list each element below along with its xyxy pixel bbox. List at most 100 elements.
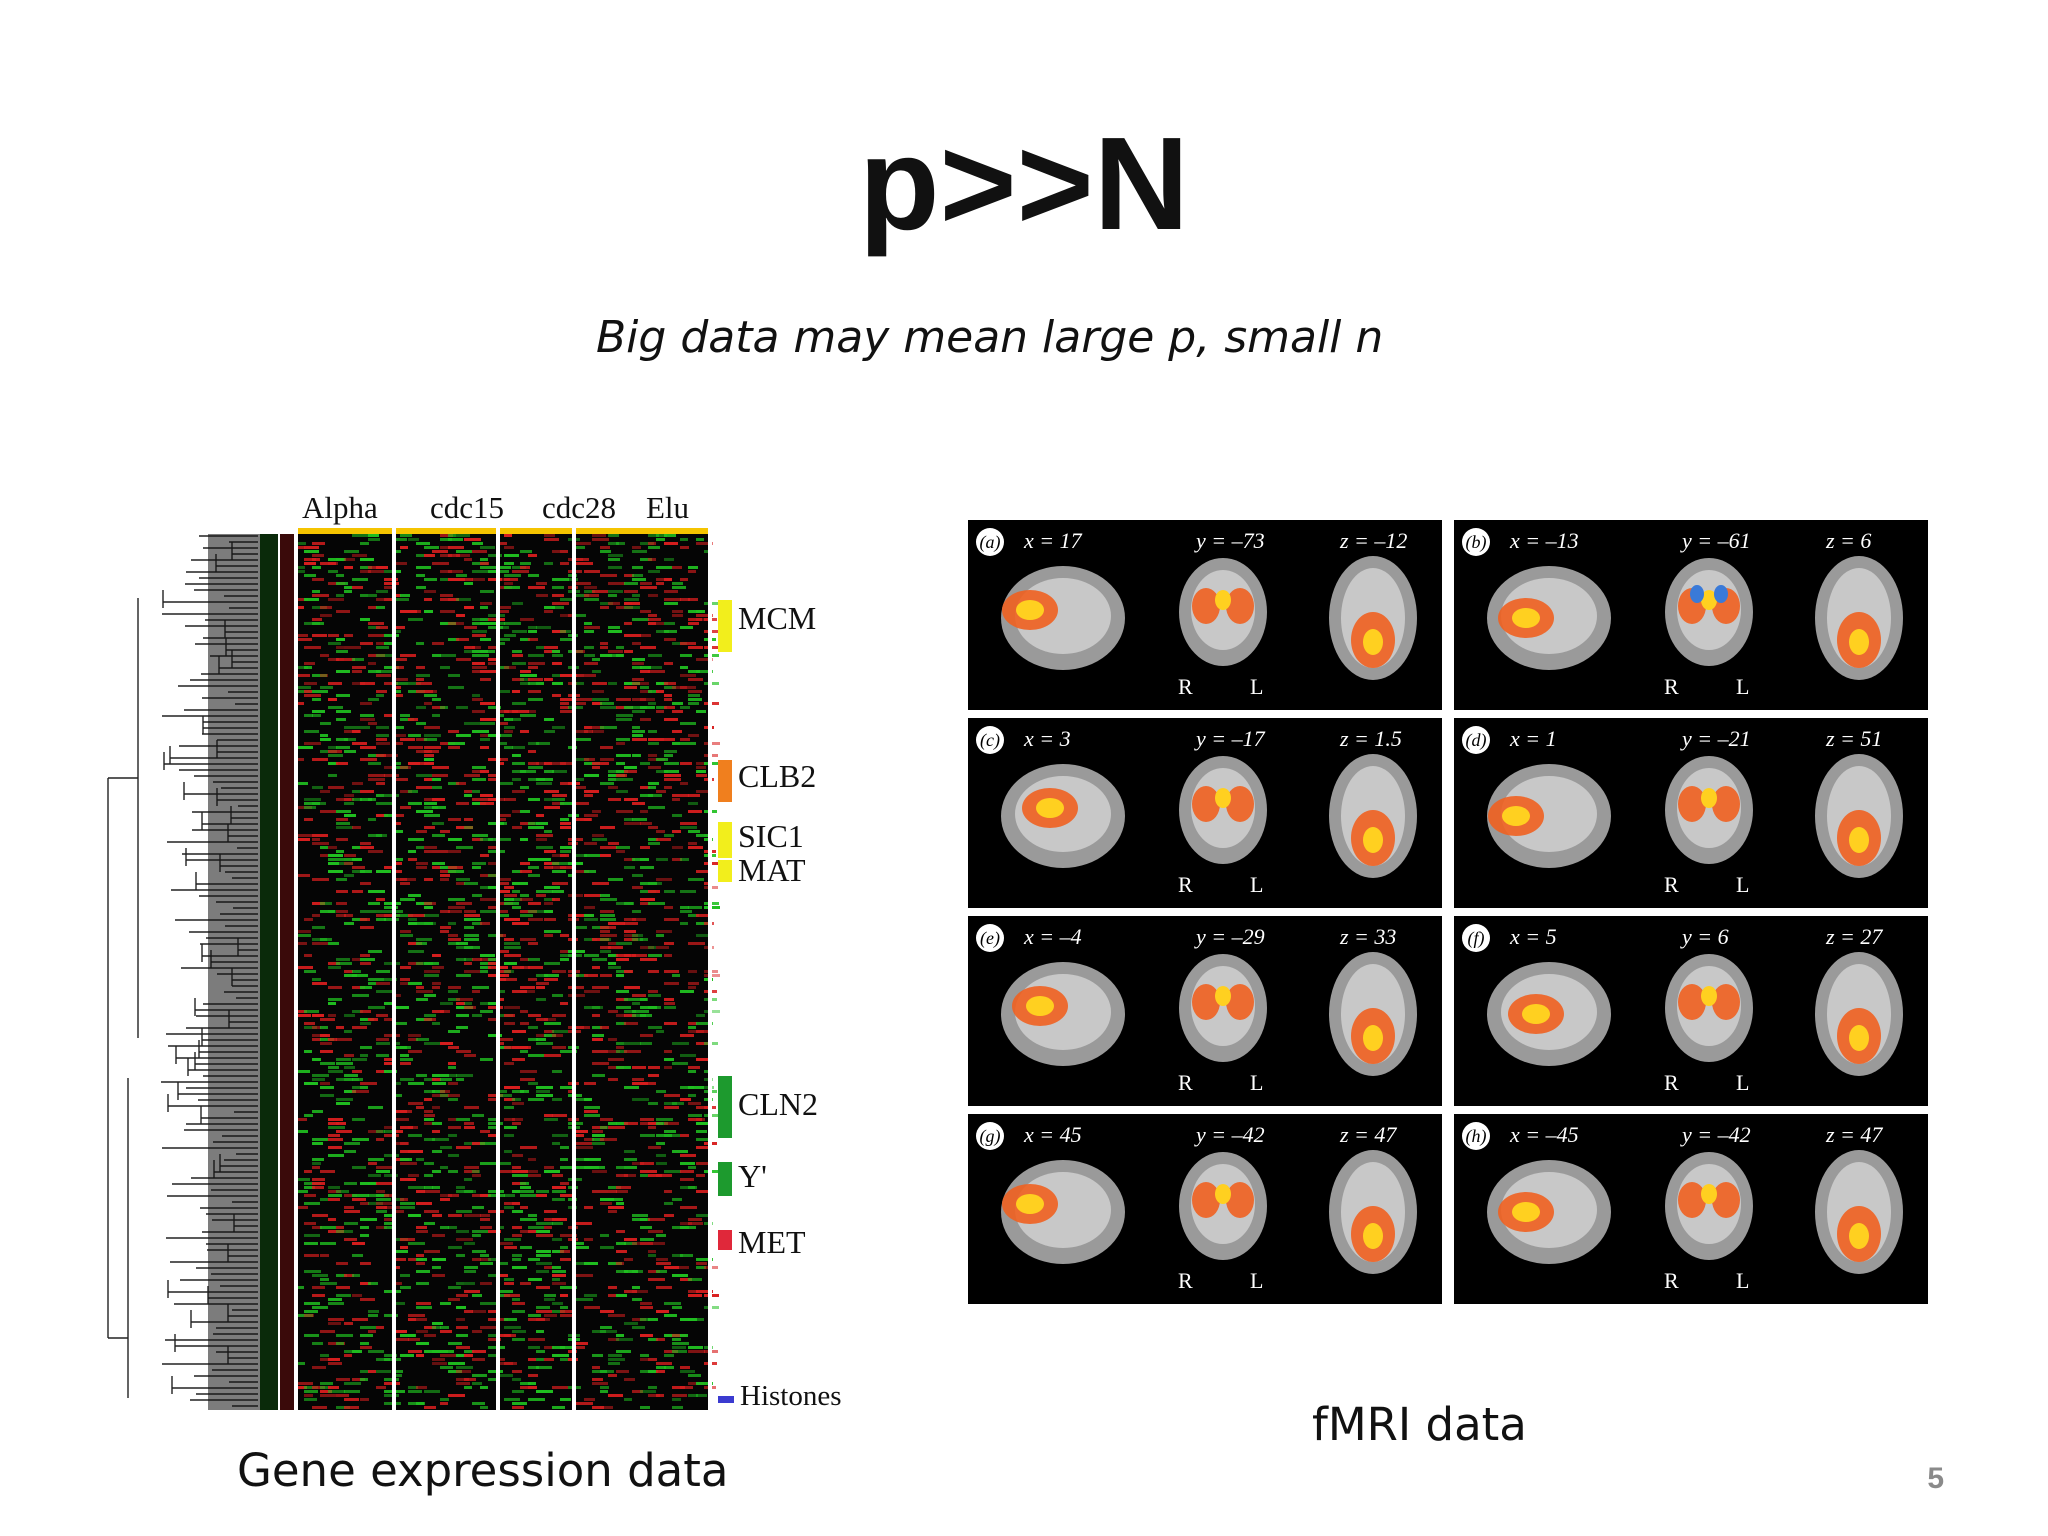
slide-title: p>>N	[858, 110, 1190, 257]
coord-z: z = 1.5	[1340, 726, 1402, 751]
activation-blob	[1192, 786, 1220, 822]
brain-slices	[1001, 1150, 1417, 1274]
activation-blob	[1226, 786, 1254, 822]
brain-slices	[1001, 952, 1417, 1076]
activation-blob	[1678, 786, 1706, 822]
coord-z: z = 27	[1826, 924, 1883, 949]
orientation-left: L	[1736, 1070, 1750, 1095]
orientation-right: R	[1178, 674, 1193, 699]
annotation-strip	[280, 534, 294, 1410]
coord-x: x = 17	[1024, 528, 1082, 553]
activation-core	[1363, 827, 1383, 853]
group-separator	[496, 528, 500, 1410]
brain-slices	[1487, 952, 1903, 1076]
activation-core	[1701, 788, 1717, 808]
orientation-left: L	[1250, 872, 1264, 897]
activation-core	[1522, 1004, 1550, 1024]
coord-z: z = 47	[1340, 1122, 1397, 1147]
coord-x: x = 3	[1024, 726, 1071, 751]
activation-core	[1036, 798, 1064, 818]
panel-letter-badge: (g)	[976, 1122, 1004, 1150]
orientation-left: L	[1736, 1268, 1750, 1293]
activation-blob	[1226, 984, 1254, 1020]
orientation-left: L	[1250, 1070, 1264, 1095]
activation-core	[1701, 1184, 1717, 1204]
cluster-bar-clb2	[718, 760, 732, 802]
slide-subtitle: Big data may mean large p, small n	[596, 312, 1384, 363]
cluster-bar-y-prime	[718, 1162, 732, 1196]
coord-y: y = –73	[1196, 528, 1265, 553]
coord-y: y = –42	[1196, 1122, 1265, 1147]
cluster-label-mcm: MCM	[738, 600, 817, 636]
cluster-label-met: MET	[738, 1224, 806, 1260]
coord-x: x = 5	[1510, 924, 1557, 949]
gene-heatmap	[107, 528, 721, 1410]
brain-slices	[1487, 754, 1903, 878]
cluster-bar-met	[718, 1230, 732, 1250]
group-separator	[572, 528, 576, 1410]
fmri-panel-f: (f) x = 5 y = 6 z = 27 R L	[1454, 916, 1928, 1106]
cluster-label-clb2: CLB2	[738, 758, 817, 794]
deactivation-blob	[1714, 585, 1728, 603]
activation-blob	[1712, 1182, 1740, 1218]
group-separator	[392, 528, 396, 1410]
coord-y: y = –61	[1682, 528, 1751, 553]
cluster-bar-histones	[718, 1396, 734, 1403]
coord-y: y = –42	[1682, 1122, 1751, 1147]
dendrogram-dense-region	[208, 534, 260, 1410]
orientation-right: R	[1664, 1070, 1679, 1095]
annotation-strip	[260, 534, 278, 1410]
panel-letter-badge: (d)	[1462, 726, 1490, 754]
coord-y: y = –17	[1196, 726, 1265, 751]
column-label-elu: Elu	[646, 490, 690, 525]
activation-core	[1849, 827, 1869, 853]
deactivation-blob	[1690, 585, 1704, 603]
column-label-alpha: Alpha	[302, 490, 378, 525]
activation-core	[1512, 608, 1540, 628]
activation-core	[1215, 1184, 1231, 1204]
activation-core	[1016, 1194, 1044, 1214]
cluster-label-y-prime: Y'	[738, 1158, 767, 1194]
coord-x: x = –4	[1024, 924, 1082, 949]
activation-core	[1849, 629, 1869, 655]
gene-expression-figure: Alpha cdc15 cdc28 Elu MCM CLB2 SIC1 MAT …	[98, 478, 878, 1418]
brain-slices	[1487, 1150, 1903, 1274]
coord-x: x = –13	[1510, 528, 1579, 553]
coord-z: z = –12	[1340, 528, 1408, 553]
brain-slices	[1001, 556, 1417, 680]
activation-core	[1363, 629, 1383, 655]
panel-letter-badge: (f)	[1462, 924, 1490, 952]
orientation-right: R	[1178, 1070, 1193, 1095]
orientation-left: L	[1736, 872, 1750, 897]
activation-blob	[1192, 588, 1220, 624]
activation-blob	[1712, 984, 1740, 1020]
orientation-right: R	[1178, 1268, 1193, 1293]
activation-core	[1026, 996, 1054, 1016]
coord-y: y = 6	[1682, 924, 1729, 949]
activation-blob	[1192, 1182, 1220, 1218]
time-color-bar	[296, 528, 710, 534]
activation-core	[1363, 1025, 1383, 1051]
activation-core	[1215, 788, 1231, 808]
coord-x: x = –45	[1510, 1122, 1579, 1147]
panel-letter-badge: (e)	[976, 924, 1004, 952]
activation-core	[1363, 1223, 1383, 1249]
brain-slices	[1487, 556, 1903, 680]
activation-blob	[1226, 588, 1254, 624]
activation-core	[1701, 986, 1717, 1006]
group-separator	[294, 528, 298, 1410]
coord-y: y = –21	[1682, 726, 1751, 751]
coord-z: z = 6	[1826, 528, 1872, 553]
cluster-bar-cln2	[718, 1076, 732, 1138]
coord-y: y = –29	[1196, 924, 1265, 949]
heatmap-cells	[296, 534, 721, 1409]
group-separator	[708, 528, 712, 1410]
fmri-figure: (a) x = 17 y = –73 z = –12 R L (b) x = –13 y = –…	[968, 520, 1930, 1308]
activation-core	[1215, 986, 1231, 1006]
fmri-panel-a: (a) x = 17 y = –73 z = –12 R L	[968, 520, 1442, 710]
fmri-panel-d: (d) x = 1 y = –21 z = 51 R L	[1454, 718, 1928, 908]
fmri-panel-g: (g) x = 45 y = –42 z = 47 R L	[968, 1114, 1442, 1304]
orientation-left: L	[1250, 1268, 1264, 1293]
column-label-cdc28: cdc28	[542, 490, 617, 525]
coord-z: z = 33	[1340, 924, 1397, 949]
